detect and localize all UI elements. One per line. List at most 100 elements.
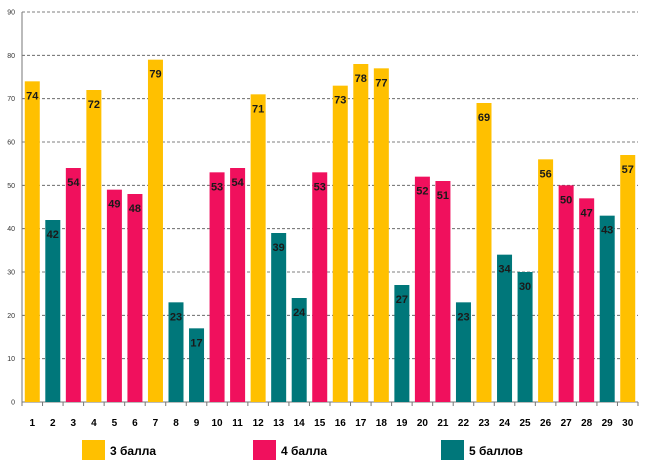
data-label: 47 <box>581 207 593 219</box>
legend-swatch <box>82 440 105 460</box>
bar <box>24 81 40 402</box>
x-tick-label: 5 <box>112 418 118 429</box>
data-label: 53 <box>211 181 223 193</box>
x-tick-label: 21 <box>437 418 449 429</box>
y-tick-label: 60 <box>7 140 15 147</box>
x-tick-label: 13 <box>273 418 285 429</box>
bar <box>250 94 266 402</box>
y-tick-label: 0 <box>11 400 15 407</box>
bar <box>538 159 554 402</box>
x-tick-label: 20 <box>417 418 429 429</box>
x-tick-label: 9 <box>194 418 200 429</box>
data-label: 56 <box>539 168 551 180</box>
data-label: 30 <box>519 281 531 293</box>
y-tick-label: 50 <box>7 183 15 190</box>
data-label: 17 <box>190 337 202 349</box>
x-tick-label: 14 <box>294 418 306 429</box>
data-label: 79 <box>149 69 161 81</box>
x-tick-label: 12 <box>253 418 265 429</box>
bar <box>558 185 574 402</box>
bar <box>127 194 143 402</box>
data-label: 51 <box>437 190 449 202</box>
bar <box>455 302 471 402</box>
data-label: 34 <box>498 264 511 276</box>
bar <box>599 215 615 402</box>
bar <box>147 59 163 403</box>
data-label: 48 <box>129 203 141 215</box>
data-label: 78 <box>355 73 367 85</box>
bar <box>45 220 61 402</box>
x-tick-label: 16 <box>335 418 347 429</box>
bar <box>394 285 410 402</box>
bar <box>476 103 492 402</box>
data-label: 43 <box>601 225 613 237</box>
y-tick-label: 30 <box>7 270 15 277</box>
bar <box>312 172 328 402</box>
bar <box>497 254 513 402</box>
x-tick-label: 23 <box>478 418 490 429</box>
y-tick-label: 70 <box>7 96 15 103</box>
x-tick-label: 6 <box>132 418 138 429</box>
y-tick-label: 20 <box>7 313 15 320</box>
data-label: 74 <box>26 90 39 102</box>
y-tick-label: 80 <box>7 53 15 60</box>
bar <box>373 68 389 402</box>
bar <box>271 233 287 402</box>
x-tick-label: 27 <box>561 418 573 429</box>
x-tick-label: 18 <box>376 418 388 429</box>
data-label: 23 <box>457 311 469 323</box>
data-label: 54 <box>67 177 80 189</box>
x-tick-label: 2 <box>50 418 56 429</box>
x-tick-label: 11 <box>232 418 243 429</box>
bar <box>86 90 102 402</box>
x-tick-label: 26 <box>540 418 552 429</box>
data-label: 24 <box>293 307 306 319</box>
bar <box>168 302 184 402</box>
bar <box>230 168 246 402</box>
x-tick-label: 8 <box>173 418 179 429</box>
bar <box>353 64 369 402</box>
data-label: 52 <box>416 186 428 198</box>
data-label: 77 <box>375 77 387 89</box>
x-tick-label: 24 <box>499 418 511 429</box>
legend-swatch <box>253 440 276 460</box>
bar <box>435 181 451 402</box>
bar <box>579 198 595 402</box>
bar <box>189 328 205 402</box>
legend-label: 5 баллов <box>469 444 523 458</box>
x-tick-label: 3 <box>71 418 77 429</box>
legend-swatch <box>441 440 464 460</box>
x-tick-label: 10 <box>212 418 224 429</box>
data-label: 73 <box>334 95 346 107</box>
data-label: 71 <box>252 103 264 115</box>
bar <box>332 85 348 403</box>
data-label: 23 <box>170 311 182 323</box>
x-tick-label: 28 <box>581 418 593 429</box>
data-label: 39 <box>273 242 285 254</box>
bar <box>291 298 307 402</box>
y-tick-label: 40 <box>7 226 15 233</box>
bar <box>65 168 81 402</box>
bar <box>414 176 430 402</box>
data-label: 57 <box>622 164 634 176</box>
x-tick-label: 22 <box>458 418 470 429</box>
data-label: 49 <box>108 199 120 211</box>
x-tick-label: 29 <box>602 418 614 429</box>
x-tick-label: 15 <box>314 418 326 429</box>
bar <box>106 189 122 402</box>
legend-label: 3 балла <box>110 444 156 458</box>
bar <box>517 272 533 402</box>
x-tick-label: 1 <box>29 418 35 429</box>
x-tick-label: 7 <box>153 418 159 429</box>
data-label: 42 <box>47 229 59 241</box>
data-label: 53 <box>314 181 326 193</box>
data-label: 54 <box>231 177 244 189</box>
data-label: 50 <box>560 194 572 206</box>
x-tick-label: 4 <box>91 418 97 429</box>
x-tick-label: 19 <box>396 418 408 429</box>
bar <box>620 155 636 402</box>
x-tick-label: 17 <box>355 418 367 429</box>
x-tick-label: 30 <box>622 418 634 429</box>
y-tick-label: 10 <box>7 356 15 363</box>
